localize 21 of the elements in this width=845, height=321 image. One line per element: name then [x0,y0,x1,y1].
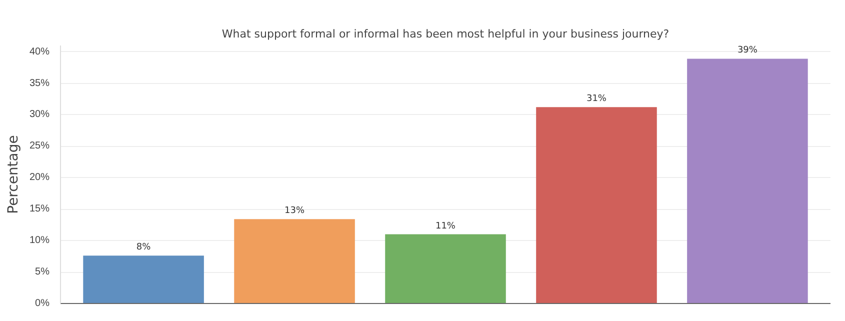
y-tick-label: 0% [35,298,50,309]
y-tick-label: 10% [29,235,50,246]
chart-title: What support formal or informal has been most helpful in your business journey? [222,28,670,40]
data-label: 13% [284,206,305,216]
bar [234,219,355,304]
bar [385,234,506,304]
data-label: 11% [436,221,456,232]
data-label: 39% [737,46,758,56]
y-tick-label: 25% [29,140,50,152]
data-label: 8% [136,242,152,253]
bar [536,107,657,304]
y-tick-label: 5% [35,266,50,278]
y-tick-label: 35% [29,78,50,89]
y-tick-label: 30% [29,109,50,120]
y-tick-label: 20% [29,172,50,184]
y-tick-label: 15% [29,204,50,215]
y-axis-title: Percentage [5,135,22,214]
y-tick-label: 40% [29,46,50,58]
bar [83,256,204,304]
data-label: 31% [586,94,607,104]
bar [687,58,808,304]
